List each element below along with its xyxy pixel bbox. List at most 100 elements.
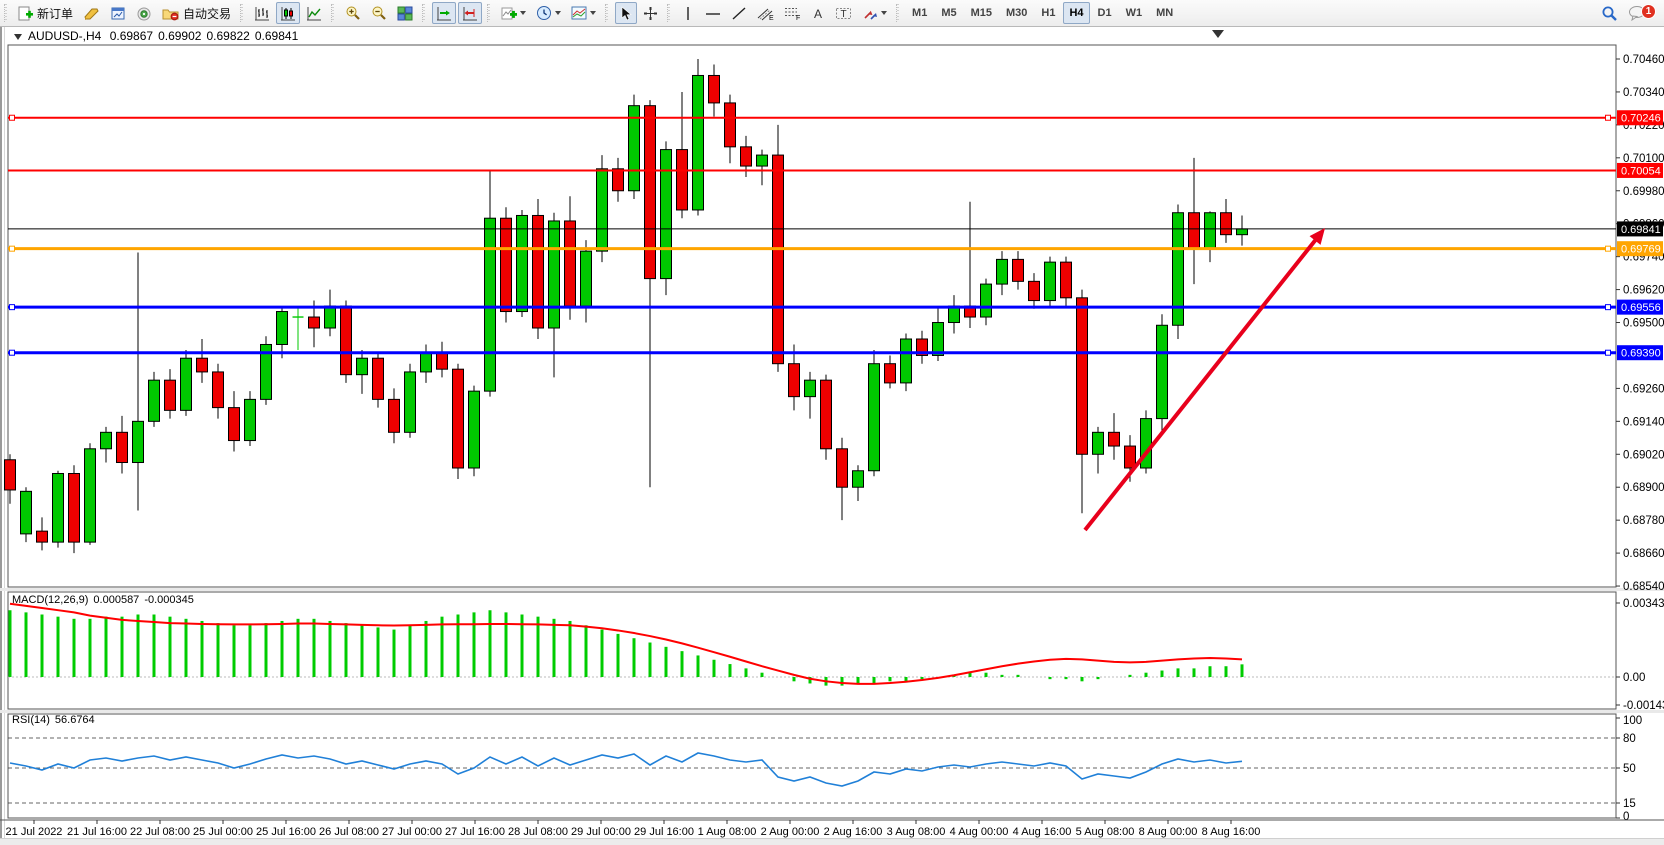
templates-button[interactable] (567, 2, 600, 24)
text-button[interactable]: A (807, 2, 829, 24)
cursor-icon (621, 5, 632, 20)
svg-text:5 Aug 08:00: 5 Aug 08:00 (1076, 826, 1135, 838)
svg-text:E: E (769, 15, 774, 21)
main-toolbar: 新订单 自动交易 (0, 0, 1664, 27)
new-order-button[interactable]: 新订单 (14, 2, 77, 24)
line-handle (9, 114, 15, 121)
line-chart-mode-button[interactable] (302, 2, 326, 24)
tab-timeframe-H1[interactable]: H1 (1041, 7, 1056, 19)
rsi-indicator-label: RSI(14) 56.6764 (12, 714, 100, 726)
svg-text:0.70100: 0.70100 (1623, 153, 1664, 165)
hline-0.70054[interactable]: 0.70054 (8, 162, 1663, 178)
candlestick-mode-icon (281, 6, 296, 20)
macd-main-value: 0.000587 (93, 594, 140, 606)
hline-0.70246[interactable]: 0.70246 (8, 110, 1663, 126)
line-handle (1605, 304, 1611, 311)
svg-text:0.70246: 0.70246 (1621, 113, 1661, 125)
tab-timeframe-M5[interactable]: M5 (941, 7, 957, 19)
crosshair-icon (644, 6, 658, 20)
chart-shift-button[interactable] (458, 2, 483, 24)
trendline-icon (732, 6, 746, 20)
tab-timeframe-M30[interactable]: M30 (1006, 7, 1028, 19)
autotrading-label: 自动交易 (183, 6, 232, 21)
line-handle (9, 349, 15, 356)
hline-0.69390[interactable]: 0.69390 (8, 345, 1663, 361)
arrows-button[interactable] (858, 2, 891, 24)
indicators-add-icon (501, 7, 518, 19)
toolbar-grip (667, 4, 674, 22)
svg-text:25 Jul 00:00: 25 Jul 00:00 (193, 826, 253, 838)
window-bottom-strip (0, 838, 1664, 845)
tile-windows-icon (397, 6, 413, 20)
tab-timeframe-M1[interactable]: M1 (912, 7, 928, 19)
svg-text:22 Jul 08:00: 22 Jul 08:00 (130, 826, 190, 838)
pane-frames (0, 44, 1664, 819)
rsi-value: 56.6764 (54, 714, 95, 726)
zoom-in-button[interactable] (341, 2, 365, 24)
svg-text:26 Jul 08:00: 26 Jul 08:00 (319, 826, 379, 838)
tab-timeframe-D1[interactable]: D1 (1097, 7, 1112, 19)
svg-text:-0.001436: -0.001436 (1623, 700, 1664, 712)
line-handle (1605, 245, 1611, 252)
line-handle (9, 245, 15, 252)
svg-text:80: 80 (1623, 733, 1636, 745)
current-price-line: 0.69841 (8, 221, 1663, 237)
candlestick-mode-button[interactable] (276, 2, 301, 24)
bar-chart-mode-button[interactable] (250, 2, 274, 24)
svg-text:0.70340: 0.70340 (1623, 87, 1664, 99)
horizontal-line-button[interactable] (701, 2, 725, 24)
svg-text:8 Aug 16:00: 8 Aug 16:00 (1202, 826, 1261, 838)
svg-text:2 Aug 00:00: 2 Aug 00:00 (761, 826, 820, 838)
signals-button[interactable] (132, 2, 156, 24)
svg-text:0.68540: 0.68540 (1623, 581, 1664, 593)
new-chart-window-icon (111, 7, 125, 19)
svg-text:27 Jul 00:00: 27 Jul 00:00 (382, 826, 442, 838)
macd-pane: 0.003435 0.00 -0.001436 (8, 598, 1664, 712)
line-chart-mode-icon (307, 6, 322, 20)
ohlc-low: 0.69822 (206, 29, 250, 43)
autotrading-button[interactable]: 自动交易 (158, 2, 235, 24)
auto-scroll-icon (437, 6, 452, 20)
tab-timeframe-W1[interactable]: W1 (1125, 7, 1143, 19)
styler-brush-button[interactable] (79, 2, 104, 24)
trend-arrow-annotation[interactable] (1083, 228, 1325, 532)
hline-0.69556[interactable]: 0.69556 (8, 299, 1663, 315)
chevron-down-icon (590, 11, 597, 15)
cursor-button[interactable] (615, 2, 638, 24)
svg-text:A: A (814, 7, 822, 21)
search-button[interactable] (1597, 2, 1622, 24)
zoom-out-button[interactable] (367, 2, 391, 24)
fibonacci-button[interactable]: F (780, 2, 805, 24)
svg-text:29 Jul 16:00: 29 Jul 16:00 (634, 826, 694, 838)
crosshair-button[interactable] (639, 2, 662, 24)
periods-button[interactable] (532, 2, 565, 24)
ohlc-open: 0.69867 (109, 29, 154, 43)
svg-text:0.69620: 0.69620 (1623, 285, 1664, 297)
new-chart-window-button[interactable] (106, 2, 130, 24)
new-order-label: 新订单 (37, 6, 74, 21)
vertical-line-button[interactable] (677, 2, 699, 24)
hline-0.69769[interactable]: 0.69769 (8, 241, 1663, 257)
indicators-add-button[interactable] (497, 2, 530, 24)
svg-text:0.68660: 0.68660 (1623, 548, 1664, 560)
text-label-button[interactable]: T (831, 2, 856, 24)
tab-timeframe-M15[interactable]: M15 (970, 7, 992, 19)
notifications-button[interactable]: 1 (1624, 2, 1656, 24)
zoom-out-icon (372, 6, 386, 20)
chart-menu-triangle-icon (14, 34, 22, 40)
tile-windows-button[interactable] (393, 2, 417, 24)
toolbar-grip (487, 4, 494, 22)
tab-timeframe-H4[interactable]: H4 (1063, 2, 1090, 24)
text-icon: A (814, 7, 822, 21)
svg-text:25 Jul 16:00: 25 Jul 16:00 (256, 826, 316, 838)
trendline-button[interactable] (727, 2, 751, 24)
bar-chart-mode-icon (255, 6, 270, 20)
styler-brush-icon (84, 8, 99, 20)
equidistant-channel-button[interactable]: E (753, 2, 778, 24)
toolbar-grip (240, 4, 247, 22)
auto-scroll-button[interactable] (432, 2, 457, 24)
chevron-down-icon (520, 11, 527, 15)
chart-shift-marker[interactable] (1212, 30, 1224, 38)
tab-timeframe-MN[interactable]: MN (1156, 7, 1174, 19)
svg-text:50: 50 (1623, 763, 1636, 775)
